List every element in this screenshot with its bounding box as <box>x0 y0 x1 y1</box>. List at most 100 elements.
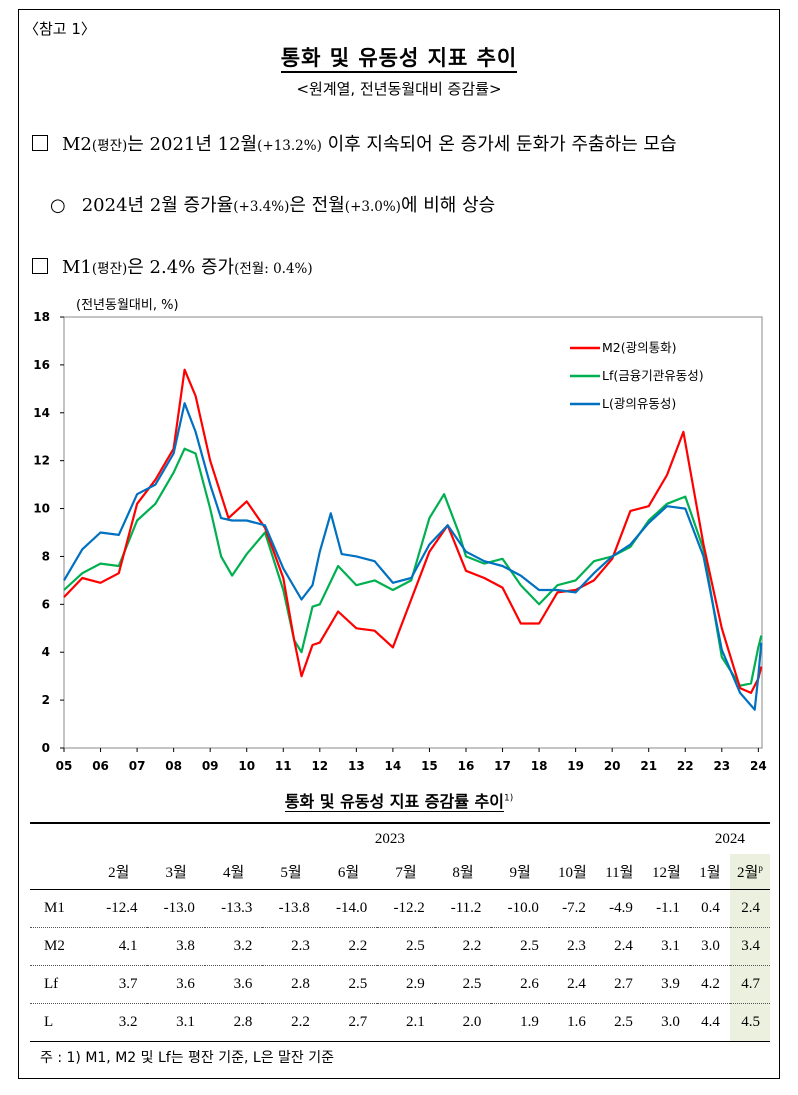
x-tick-label: 21 <box>640 759 657 773</box>
table-cell: 2.2 <box>319 927 378 966</box>
table-cell: 3.2 <box>204 927 263 966</box>
table-cell: 4.1 <box>90 927 148 966</box>
table-cell: 3.6 <box>204 965 263 1004</box>
table-cell: 4.5 <box>729 1003 770 1042</box>
bullet-m2-detail: ○ 2024년 2월 증가율(+3.4%)은 전월(+3.0%)에 비해 상승 <box>50 195 496 216</box>
table-cell: 3.1 <box>642 927 690 966</box>
month-header: 11월 <box>595 854 643 890</box>
x-tick-label: 24 <box>750 759 767 773</box>
footnote: 주 : 1) M1, M2 및 Lf는 평잔 기준, L은 말잔 기준 <box>40 1050 334 1066</box>
y-tick-label: 0 <box>42 741 50 755</box>
table-row: L 3.2 3.1 2.8 2.2 2.7 2.1 2.0 1.9 1.6 2.5 3.0 4.4 4.5 <box>30 1003 770 1042</box>
table-cell: 2.5 <box>595 1003 643 1042</box>
x-tick-label: 22 <box>677 759 694 773</box>
row-label: Lf <box>30 965 90 1004</box>
table-cell: -1.1 <box>642 889 690 928</box>
y-tick-label: 18 <box>33 310 50 324</box>
month-header: 3월 <box>147 854 205 890</box>
table-cell: -12.4 <box>90 889 148 928</box>
y-tick-label: 6 <box>42 597 50 611</box>
table-cell: -11.2 <box>434 889 492 928</box>
table-cell: 3.0 <box>642 1003 690 1042</box>
bullet-m2-summary: M2(평잔)는 2021년 12월(+13.2%) 이후 지속되어 온 증가세 … <box>32 130 677 156</box>
page-frame <box>18 9 780 1079</box>
row-label: M2 <box>30 927 90 966</box>
table-cell: 2.5 <box>434 965 492 1004</box>
x-tick-label: 13 <box>348 759 365 773</box>
table-cell: 2.5 <box>377 927 435 966</box>
table-cell: 3.8 <box>147 927 205 966</box>
page-title: 통화 및 유동성 지표 추이 <box>0 42 798 73</box>
table-cell: 2.5 <box>319 965 378 1004</box>
table-cell: 0.4 <box>689 889 730 928</box>
legend-entry: L(광의유동성) <box>602 396 676 411</box>
y-axis-label: (전년동월대비, %) <box>76 298 179 313</box>
y-tick-label: 8 <box>42 549 50 563</box>
month-header-preliminary: 2월p <box>729 854 770 890</box>
month-header: 2월 <box>90 854 148 890</box>
table-row: M2 4.1 3.8 3.2 2.3 2.2 2.5 2.2 2.5 2.3 2.4 3.1 3.0 3.… <box>30 927 770 966</box>
square-bullet-icon <box>32 135 48 151</box>
series-line-1 <box>63 447 763 687</box>
y-tick-label: 2 <box>42 693 50 707</box>
table-cell: -13.8 <box>262 889 320 928</box>
table-cell: -13.0 <box>147 889 205 928</box>
table-cell: 4.2 <box>689 965 730 1004</box>
page-subtitle: <원계열, 전년동월대비 증감률> <box>296 80 502 98</box>
table-cell: 1.6 <box>548 1003 596 1042</box>
x-tick-label: 14 <box>385 759 402 773</box>
plot-area <box>63 316 763 749</box>
y-tick-label: 16 <box>33 358 50 372</box>
month-header: 8월 <box>434 854 492 890</box>
year-2024: 2024 <box>689 822 770 854</box>
x-tick-label: 20 <box>604 759 621 773</box>
table-cell: 2.4 <box>548 965 596 1004</box>
table-cell: 2.3 <box>548 927 596 966</box>
year-2023: 2023 <box>90 822 690 854</box>
x-tick-label: 17 <box>494 759 511 773</box>
table-cell: 2.8 <box>204 1003 263 1042</box>
square-bullet-icon <box>32 258 48 274</box>
x-tick-label: 09 <box>202 759 219 773</box>
reference-label: 〈참고 1〉 <box>24 20 96 38</box>
table-cell: 3.9 <box>642 965 690 1004</box>
table-cell: 3.2 <box>90 1003 148 1042</box>
y-tick-label: 14 <box>33 406 50 420</box>
row-label: M1 <box>30 889 90 928</box>
x-tick-label: 08 <box>165 759 182 773</box>
x-tick-label: 19 <box>567 759 584 773</box>
table-cell: -7.2 <box>548 889 596 928</box>
x-tick-label: 06 <box>92 759 109 773</box>
table-cell: 2.2 <box>434 927 492 966</box>
month-header: 1월 <box>689 854 730 890</box>
table-cell: 2.7 <box>319 1003 378 1042</box>
table-cell: 2.2 <box>262 1003 320 1042</box>
table-year-row: 2023 2024 <box>30 822 770 854</box>
table-cell: 4.4 <box>689 1003 730 1042</box>
table-title: 통화 및 유동성 지표 증감률 추이1) <box>284 792 514 812</box>
table-cell: 2.5 <box>491 927 549 966</box>
row-label: L <box>30 1003 90 1042</box>
table-cell: 3.0 <box>689 927 730 966</box>
table-row: M1 -12.4 -13.0 -13.3 -13.8 -14.0 -12.2 -11.2 -10… <box>30 889 770 928</box>
bullet-m1-summary: M1(평잔)은 2.4% 증가(전월: 0.4%) <box>32 253 313 279</box>
table-cell: -12.2 <box>377 889 435 928</box>
x-tick-label: 11 <box>275 759 292 773</box>
table-cell: 1.9 <box>491 1003 549 1042</box>
x-tick-label: 10 <box>238 759 255 773</box>
month-header: 5월 <box>262 854 320 890</box>
table-cell: 2.0 <box>434 1003 492 1042</box>
x-tick-label: 12 <box>311 759 328 773</box>
table-cell: -14.0 <box>319 889 378 928</box>
table-cell: 2.8 <box>262 965 320 1004</box>
y-tick-label: 12 <box>33 454 50 468</box>
table-body: M1 -12.4 -13.0 -13.3 -13.8 -14.0 -12.2 -11.2 -10… <box>30 889 770 1042</box>
x-tick-label: 05 <box>56 759 73 773</box>
table-cell: 2.3 <box>262 927 320 966</box>
y-tick-label: 4 <box>42 645 50 659</box>
legend-entry: Lf(금융기관유동성) <box>602 368 704 383</box>
table-cell: 2.4 <box>595 927 643 966</box>
table-cell: 2.6 <box>491 965 549 1004</box>
table-cell: 3.6 <box>147 965 205 1004</box>
x-tick-label: 23 <box>713 759 730 773</box>
